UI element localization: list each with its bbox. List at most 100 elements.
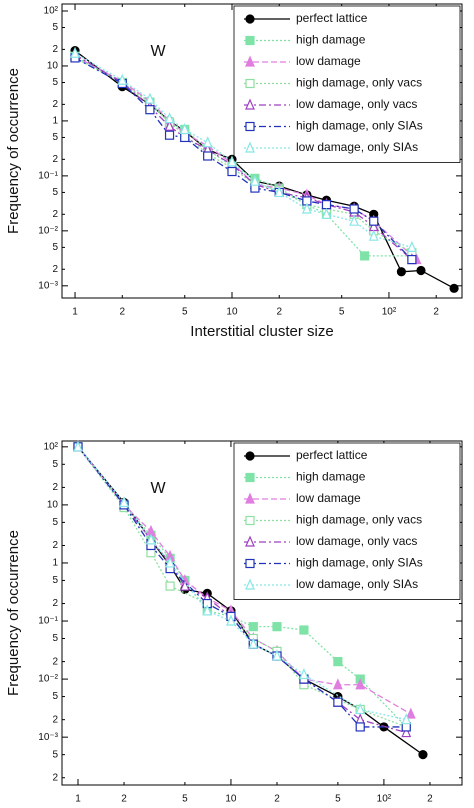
y-tick-label: 10⁻¹: [38, 616, 58, 627]
marker: [333, 657, 343, 667]
legend-text: low damage, only vacs: [296, 97, 417, 111]
marker: [418, 750, 428, 760]
legend-marker: [245, 472, 255, 483]
y-tick-label: 2: [52, 44, 58, 55]
legend-marker: [245, 515, 255, 526]
marker: [360, 251, 370, 261]
legend-text: low damage: [296, 491, 361, 505]
y-tick-label: 5: [52, 132, 58, 143]
x-tick-label: 1: [72, 307, 78, 318]
y-tick-label: 10: [47, 500, 59, 511]
legend-marker: [245, 98, 255, 110]
y-tick-label: 5: [52, 749, 58, 760]
annotation: W: [150, 480, 166, 497]
y-tick-label: 2: [52, 154, 58, 165]
legend-text: low damage, only SIAs: [296, 577, 418, 591]
marker: [321, 207, 332, 219]
marker: [272, 649, 282, 661]
marker: [416, 265, 426, 276]
marker: [179, 122, 190, 135]
legend-marker: [245, 558, 255, 569]
legend-text: low damage: [296, 54, 361, 68]
legend-marker: [245, 14, 255, 24]
y-tick-label: 2: [52, 540, 58, 551]
y-tick-label: 10⁻³: [38, 732, 58, 743]
legend-marker: [245, 121, 255, 132]
series-line: [77, 446, 407, 721]
legend-marker: [245, 55, 255, 67]
x-tick-label: 5: [339, 307, 345, 318]
legend-text: perfect lattice: [296, 11, 368, 25]
legend-marker: [245, 78, 255, 89]
legend-marker: [245, 535, 255, 547]
y-tick-label: 5: [52, 517, 58, 528]
marker: [272, 622, 282, 632]
marker: [299, 625, 309, 635]
x-tick-label: 5: [335, 794, 341, 805]
series-line: [74, 57, 413, 261]
marker: [248, 637, 259, 649]
marker: [248, 622, 258, 632]
marker: [355, 678, 366, 690]
legend-text: high damage, only vacs: [296, 76, 422, 90]
y-tick-label: 10²: [44, 6, 59, 17]
y-tick-label: 2: [52, 209, 58, 220]
marker: [227, 155, 237, 167]
legend-text: high damage, only vacs: [296, 513, 422, 527]
y-tick-label: 2: [52, 656, 58, 667]
y-tick-label: 5: [52, 633, 58, 644]
marker: [226, 614, 236, 626]
marker: [144, 92, 155, 104]
legend-marker: [245, 492, 255, 504]
marker: [146, 533, 156, 545]
marker: [396, 267, 406, 277]
y-tick-label: 2: [52, 482, 58, 493]
marker: [202, 604, 213, 616]
marker: [407, 254, 417, 265]
y-tick-label: 2: [52, 714, 58, 725]
marker: [349, 204, 359, 214]
marker: [406, 240, 417, 252]
x-tick-label: 2: [119, 307, 125, 318]
marker: [180, 132, 190, 143]
legend-text: low damage, only vacs: [296, 534, 417, 548]
marker: [332, 678, 343, 690]
y-tick-label: 1: [52, 558, 58, 569]
y-tick-label: 5: [52, 459, 58, 470]
y-tick-label: 1: [52, 116, 58, 127]
marker: [369, 216, 379, 226]
marker: [299, 668, 309, 680]
y-tick-label: 10⁻²: [38, 674, 58, 685]
plot-frame: [61, 3, 463, 299]
marker: [73, 440, 83, 452]
y-axis-label: Frequency of occurrence: [5, 530, 22, 696]
y-tick-label: 10²: [44, 441, 59, 452]
marker: [165, 556, 176, 568]
marker: [301, 202, 312, 214]
legend-marker: [245, 35, 255, 46]
marker: [202, 136, 213, 148]
y-tick-label: 5: [52, 242, 58, 253]
plot-frame: [61, 440, 463, 786]
legend-text: high damage, only SIAs: [296, 556, 423, 570]
marker: [349, 214, 360, 226]
x-tick-label: 10²: [377, 794, 392, 805]
marker: [401, 726, 412, 738]
legend-text: high damage: [296, 33, 366, 47]
x-tick-label: 1: [75, 794, 81, 805]
legend-text: high damage: [296, 470, 366, 484]
marker: [368, 229, 379, 241]
legend-marker: [245, 141, 255, 153]
marker: [355, 713, 366, 725]
x-tick-label: 2: [433, 307, 439, 318]
y-tick-label: 10: [47, 61, 59, 72]
y-tick-label: 5: [52, 575, 58, 586]
marker: [117, 73, 128, 85]
y-tick-label: 5: [52, 77, 58, 88]
legend-marker: [245, 451, 255, 461]
y-tick-label: 2: [52, 99, 58, 110]
series-line: [77, 446, 407, 728]
y-axis-label: Frequency of occurrence: [5, 68, 22, 234]
marker: [145, 105, 155, 115]
legend-text: high damage, only SIAs: [296, 119, 423, 133]
